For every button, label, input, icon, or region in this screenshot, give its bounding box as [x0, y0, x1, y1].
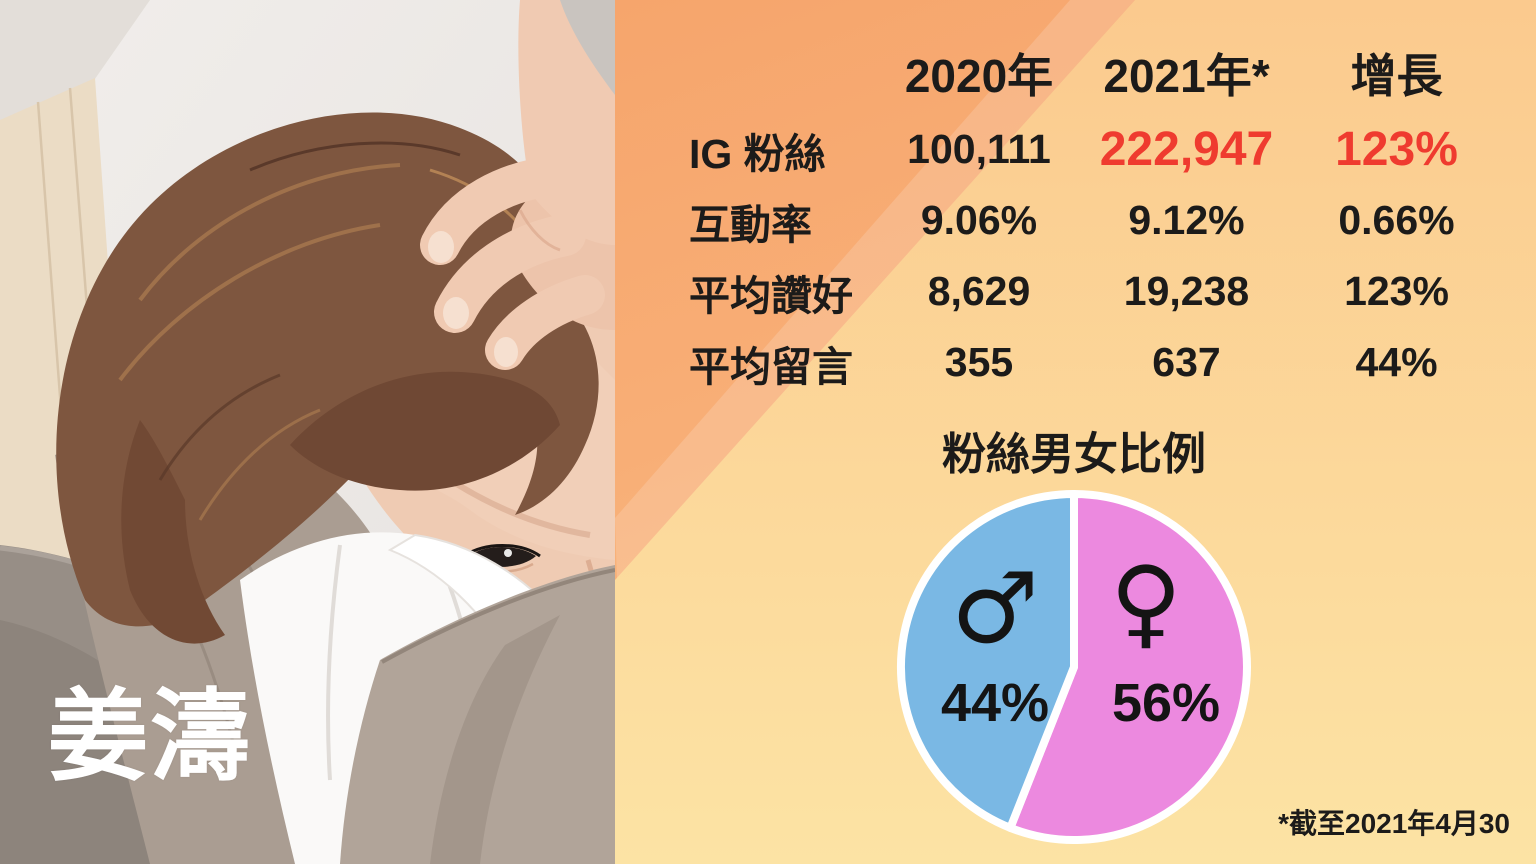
value-2020: 9.06%	[920, 197, 1038, 243]
value-2021: 19,238	[1123, 268, 1250, 314]
pie-chart	[874, 467, 1274, 864]
stats-table: 2020年 2021年* 增長 IG 粉絲 100,111 222,947 12…	[615, 0, 1536, 398]
table-row-avg-likes: 平均讚好 8,629 19,238 123%	[615, 256, 1536, 327]
row-label: IG 粉絲	[689, 130, 826, 177]
value-growth: 123%	[1344, 268, 1449, 314]
male-icon: ♂	[951, 552, 1039, 666]
row-label: 平均留言	[689, 343, 853, 390]
value-2021: 637	[1152, 339, 1221, 385]
value-growth: 44%	[1355, 339, 1438, 385]
artist-photo-illustration	[0, 0, 615, 864]
row-label: 平均讚好	[689, 272, 853, 319]
pie-slice-male	[896, 490, 1078, 832]
male-percentage: 44%	[940, 673, 1050, 733]
value-growth: 0.66%	[1338, 197, 1455, 243]
table-header-row: 2020年 2021年* 增長	[615, 40, 1536, 102]
diagonal-background-decoration	[615, 0, 1536, 864]
artist-photo: 姜濤	[0, 0, 615, 864]
female-percentage: 56%	[1111, 673, 1221, 733]
header-2021: 2021年*	[1103, 50, 1270, 102]
table-row-ig-followers: IG 粉絲 100,111 222,947 123%	[615, 114, 1536, 185]
artist-name-overlay: 姜濤	[48, 681, 252, 793]
footnote: *截至2021年4月30	[1278, 808, 1510, 839]
value-growth-highlight: 123%	[1335, 123, 1458, 176]
header-growth: 增長	[1350, 50, 1443, 102]
value-2021-highlight: 222,947	[1099, 123, 1274, 176]
table-row-engagement: 互動率 9.06% 9.12% 0.66%	[615, 185, 1536, 256]
stats-panel: 2020年 2021年* 增長 IG 粉絲 100,111 222,947 12…	[615, 0, 1536, 864]
header-2020: 2020年	[904, 50, 1054, 102]
value-2020: 100,111	[907, 126, 1051, 172]
pie-slice-female	[1006, 490, 1251, 844]
pie-chart-title: 粉絲男女比例	[942, 430, 1206, 479]
table-row-avg-comments: 平均留言 355 637 44%	[615, 327, 1536, 398]
value-2020: 355	[944, 339, 1014, 385]
value-2020: 8,629	[927, 268, 1031, 314]
female-icon: ♀	[1110, 546, 1182, 660]
row-label: 互動率	[689, 201, 812, 248]
value-2021: 9.12%	[1128, 197, 1245, 243]
